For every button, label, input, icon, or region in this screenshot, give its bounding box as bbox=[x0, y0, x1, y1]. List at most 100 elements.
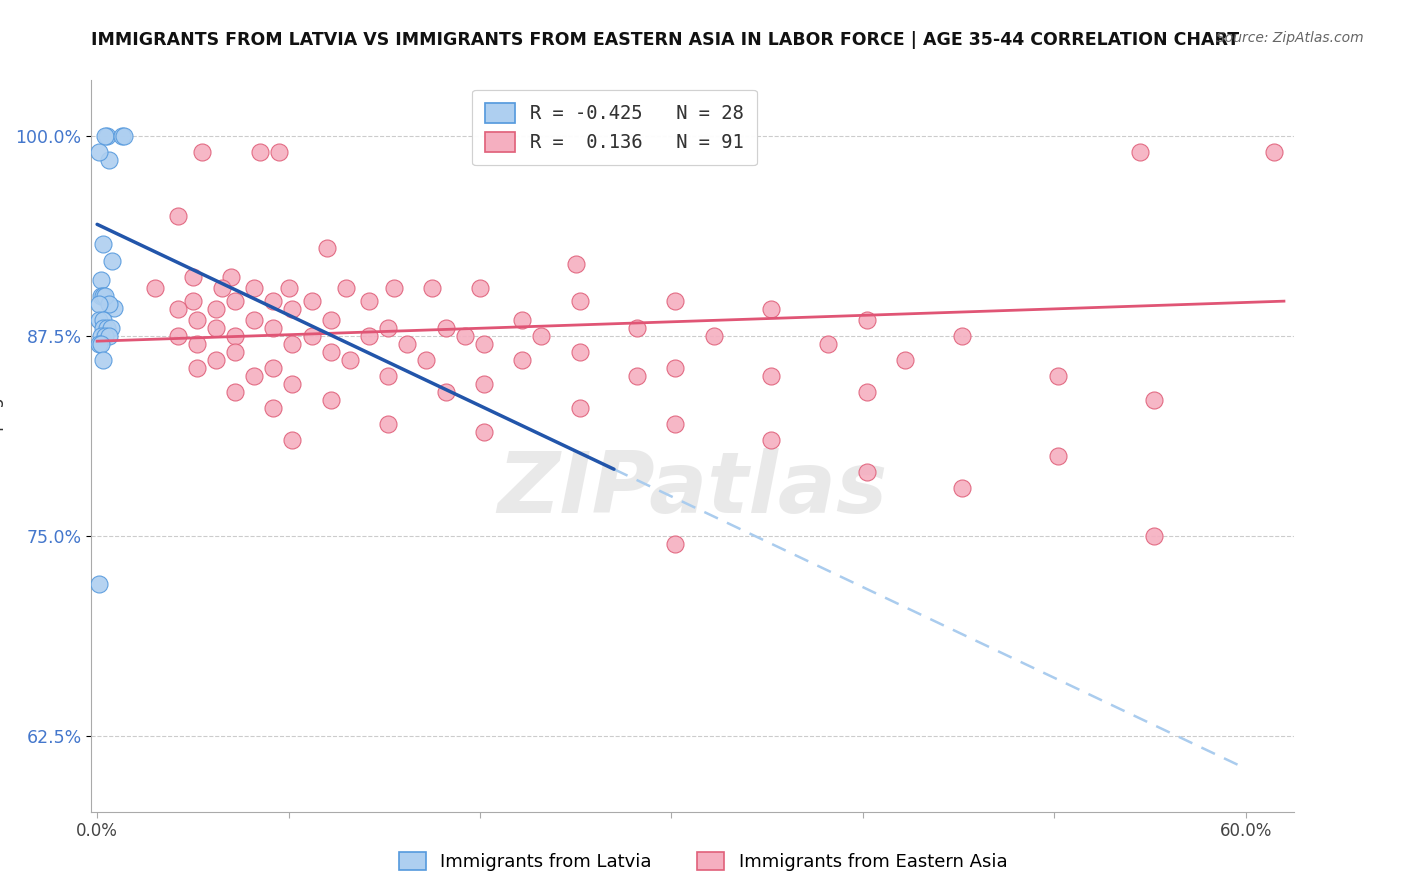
Point bbox=[664, 361, 686, 376]
Point bbox=[319, 393, 342, 408]
Point bbox=[510, 313, 533, 327]
Point bbox=[243, 281, 266, 295]
Point bbox=[224, 294, 246, 309]
Point bbox=[97, 297, 120, 311]
Point bbox=[94, 329, 117, 343]
Point bbox=[87, 577, 110, 591]
Point bbox=[664, 294, 686, 309]
Point bbox=[855, 313, 877, 327]
Point bbox=[143, 281, 166, 295]
Point bbox=[211, 281, 233, 295]
Text: Source: ZipAtlas.com: Source: ZipAtlas.com bbox=[1216, 31, 1364, 45]
Point bbox=[166, 302, 188, 317]
Point bbox=[759, 302, 782, 317]
Point bbox=[262, 361, 284, 376]
Point bbox=[281, 434, 304, 448]
Point bbox=[166, 329, 188, 343]
Point bbox=[626, 369, 648, 384]
Point bbox=[855, 385, 877, 400]
Point bbox=[94, 129, 117, 144]
Point bbox=[434, 321, 457, 335]
Point bbox=[90, 273, 112, 287]
Point bbox=[472, 377, 495, 392]
Point bbox=[950, 329, 973, 343]
Point bbox=[1047, 369, 1070, 384]
Point bbox=[430, 857, 453, 871]
Point bbox=[186, 313, 208, 327]
Point bbox=[249, 145, 271, 160]
Point bbox=[204, 302, 226, 317]
Point bbox=[377, 369, 399, 384]
Point bbox=[91, 313, 114, 327]
Point bbox=[91, 289, 114, 303]
Point bbox=[111, 129, 134, 144]
Point bbox=[319, 345, 342, 359]
Point bbox=[90, 329, 112, 343]
Point bbox=[415, 353, 437, 368]
Point bbox=[224, 385, 246, 400]
Point bbox=[96, 321, 118, 335]
Point bbox=[1263, 145, 1285, 160]
Point bbox=[91, 236, 114, 251]
Legend: R = -0.425   N = 28, R =  0.136   N = 91: R = -0.425 N = 28, R = 0.136 N = 91 bbox=[472, 90, 756, 165]
Point bbox=[94, 289, 117, 303]
Y-axis label: In Labor Force | Age 35-44: In Labor Force | Age 35-44 bbox=[0, 331, 4, 561]
Point bbox=[87, 297, 110, 311]
Point bbox=[100, 321, 122, 335]
Point bbox=[103, 301, 125, 315]
Point bbox=[1143, 393, 1166, 408]
Point bbox=[87, 337, 110, 351]
Point bbox=[262, 401, 284, 416]
Point bbox=[759, 369, 782, 384]
Point bbox=[301, 329, 323, 343]
Point bbox=[434, 385, 457, 400]
Point bbox=[472, 337, 495, 351]
Text: IMMIGRANTS FROM LATVIA VS IMMIGRANTS FROM EASTERN ASIA IN LABOR FORCE | AGE 35-4: IMMIGRANTS FROM LATVIA VS IMMIGRANTS FRO… bbox=[91, 31, 1240, 49]
Point bbox=[262, 321, 284, 335]
Point bbox=[468, 281, 491, 295]
Point bbox=[90, 289, 112, 303]
Point bbox=[1129, 145, 1152, 160]
Point bbox=[224, 329, 246, 343]
Point bbox=[243, 369, 266, 384]
Point bbox=[855, 466, 877, 480]
Point bbox=[339, 353, 361, 368]
Point bbox=[664, 417, 686, 432]
Point bbox=[97, 153, 120, 168]
Point bbox=[950, 482, 973, 496]
Point bbox=[90, 337, 112, 351]
Point bbox=[568, 345, 591, 359]
Point bbox=[382, 281, 405, 295]
Point bbox=[243, 313, 266, 327]
Point bbox=[335, 281, 357, 295]
Point bbox=[101, 254, 124, 268]
Point bbox=[181, 294, 204, 309]
Point bbox=[181, 270, 204, 285]
Point bbox=[894, 353, 917, 368]
Point bbox=[224, 345, 246, 359]
Point bbox=[204, 321, 226, 335]
Point bbox=[267, 145, 290, 160]
Point bbox=[219, 270, 242, 285]
Point bbox=[204, 353, 226, 368]
Point bbox=[453, 329, 475, 343]
Point bbox=[564, 257, 586, 271]
Point bbox=[112, 129, 135, 144]
Point bbox=[396, 337, 419, 351]
Point bbox=[759, 434, 782, 448]
Point bbox=[510, 353, 533, 368]
Point bbox=[568, 294, 591, 309]
Point bbox=[301, 294, 323, 309]
Point bbox=[186, 337, 208, 351]
Point bbox=[262, 294, 284, 309]
Point bbox=[191, 145, 214, 160]
Point bbox=[817, 337, 839, 351]
Point bbox=[626, 321, 648, 335]
Point bbox=[664, 537, 686, 551]
Point bbox=[319, 313, 342, 327]
Point bbox=[377, 417, 399, 432]
Point bbox=[568, 401, 591, 416]
Point bbox=[377, 321, 399, 335]
Point bbox=[281, 377, 304, 392]
Point bbox=[87, 313, 110, 327]
